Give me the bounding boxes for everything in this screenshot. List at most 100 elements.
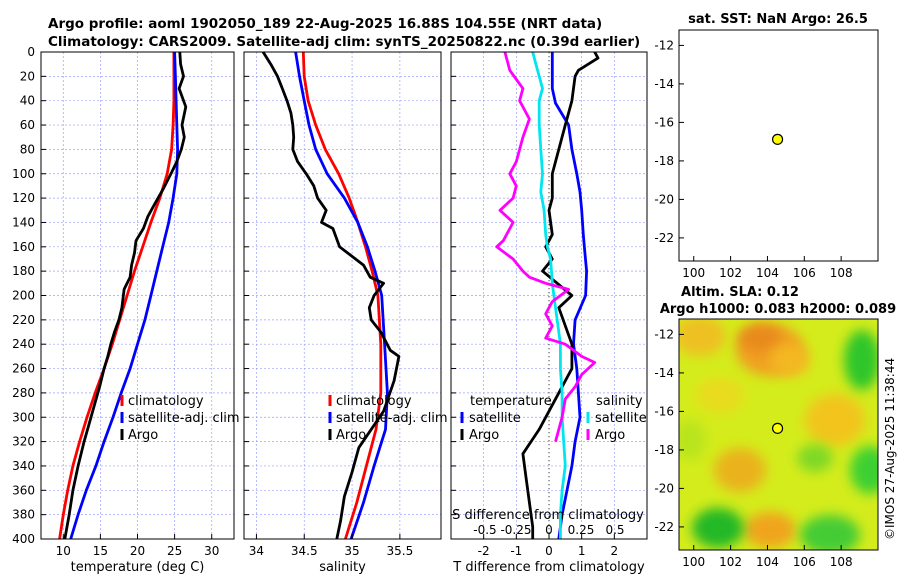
x-axis-label: temperature (deg C) — [71, 560, 205, 575]
legend-label: satellite — [469, 411, 521, 426]
top-axis-tick-label: 0.5 — [605, 523, 624, 537]
x-tick-label: 30 — [204, 544, 219, 558]
x-tick-label: 34.5 — [291, 544, 318, 558]
y-tick-label: 280 — [12, 386, 35, 400]
sla-field-patch — [744, 512, 796, 548]
y-tick-label: 20 — [20, 69, 35, 83]
x-tick-label: 25 — [167, 544, 182, 558]
series-line-salinity-argo — [495, 51, 597, 442]
y-tick-label: 120 — [12, 191, 35, 205]
x-tick-label: 20 — [130, 544, 145, 558]
y-tick-label: 340 — [12, 459, 35, 473]
x-tick-label: 34 — [249, 544, 264, 558]
x-tick-label: 106 — [793, 266, 816, 280]
legend-label: Argo — [336, 428, 366, 443]
axes-frame — [678, 29, 879, 262]
sla-field-patch — [714, 448, 766, 492]
legend-label: climatology — [336, 394, 412, 409]
sla-field-patch — [797, 444, 833, 472]
sla-field-patch — [692, 508, 744, 548]
legend-label: satellite — [595, 411, 647, 426]
x-tick-label: 102 — [719, 555, 742, 569]
series-line-salinity-satellite — [531, 51, 567, 539]
y-tick-label: 400 — [12, 532, 35, 546]
y-tick-label: -18 — [654, 154, 674, 168]
y-tick-label: -22 — [654, 231, 674, 245]
series-line-satellite-adj-clim — [294, 51, 389, 540]
sla-field-patch — [805, 394, 865, 446]
y-tick-label: 140 — [12, 215, 35, 229]
sla-field — [679, 319, 878, 550]
x-tick-label: 100 — [682, 266, 705, 280]
legend-label: Argo — [469, 428, 499, 443]
x-axis-label: T difference from climatology — [452, 560, 645, 575]
y-tick-label: 240 — [12, 337, 35, 351]
x-tick-label: 108 — [830, 555, 853, 569]
y-tick-label: -18 — [654, 443, 674, 457]
title-line2: Climatology: CARS2009. Satellite-adj cli… — [48, 34, 640, 50]
top-axis-tick-label: 0 — [545, 523, 553, 537]
series-line-argo — [261, 51, 401, 540]
top-axis-tick-label: -0.25 — [500, 523, 531, 537]
x-tick-label: 104 — [756, 266, 779, 280]
series-line-climatology — [58, 52, 176, 540]
sla-field-patch — [850, 446, 878, 494]
series-line-climatology — [301, 51, 383, 540]
legend-title-salinity: salinity — [596, 394, 643, 409]
temperature-panel: 10 15 20 25 30020406080100120140160180200220… — [12, 45, 240, 575]
sla-field-patch — [679, 420, 706, 460]
axes-frame — [678, 318, 879, 551]
x-tick-label: 15 — [93, 544, 108, 558]
legend-title-temperature: temperature — [470, 394, 552, 409]
top-axis-title: S difference from climatology — [452, 508, 644, 523]
y-tick-label: 300 — [12, 410, 35, 424]
sst-map-panel: sat. SST: NaN Argo: 26.5 100 102 104 106 108 -… — [654, 12, 879, 280]
y-tick-label: -14 — [654, 77, 674, 91]
sla-map-subtitle: Argo h1000: 0.083 h2000: 0.089 — [660, 302, 896, 317]
y-tick-label: 160 — [12, 240, 35, 254]
y-tick-label: -22 — [654, 520, 674, 534]
sst-map-title: sat. SST: NaN Argo: 26.5 — [688, 12, 868, 27]
series-line-argo — [63, 51, 188, 540]
x-tick-label: 100 — [682, 555, 705, 569]
y-tick-label: -14 — [654, 366, 674, 380]
x-axis-label: salinity — [319, 560, 366, 575]
y-tick-label: -16 — [654, 404, 674, 418]
sla-field-patch — [770, 344, 810, 376]
legend-label: satellite-adj. clim — [336, 411, 448, 426]
sla-field-patch — [696, 377, 744, 413]
legend-label: climatology — [128, 394, 204, 409]
salinity-panel: 34 34.5 35 35.5 salinity climatology satellite… — [243, 51, 448, 575]
sla-field-patch — [844, 330, 878, 390]
x-tick-label: 1 — [578, 544, 586, 558]
y-tick-label: 60 — [20, 118, 35, 132]
top-axis-tick-label: -0.5 — [473, 523, 496, 537]
sla-field-patch — [679, 319, 726, 356]
sla-field-patch — [800, 515, 860, 550]
imos-credit: ©IMOS 27-Aug-2025 11:38:44 — [883, 358, 897, 540]
x-tick-label: 102 — [719, 266, 742, 280]
x-tick-label: 108 — [830, 266, 853, 280]
y-tick-label: 100 — [12, 167, 35, 181]
y-tick-label: -16 — [654, 115, 674, 129]
y-tick-label: 360 — [12, 483, 35, 497]
x-tick-label: -2 — [478, 544, 490, 558]
series-line-temperature-satellite — [550, 52, 588, 540]
y-tick-label: 200 — [12, 289, 35, 303]
x-tick-label: 35 — [344, 544, 359, 558]
argo-position-marker — [771, 422, 784, 434]
y-tick-label: -12 — [654, 38, 674, 52]
legend-label: satellite-adj. clim — [128, 411, 240, 426]
sla-field-patch — [738, 324, 782, 352]
legend-label: Argo — [595, 428, 625, 443]
x-tick-label: 35.5 — [387, 544, 414, 558]
y-tick-label: 220 — [12, 313, 35, 327]
y-tick-label: -20 — [654, 192, 674, 206]
sla-map-title: Altim. SLA: 0.12 — [681, 285, 799, 300]
legend-label: Argo — [128, 428, 158, 443]
y-tick-label: 180 — [12, 264, 35, 278]
x-tick-label: 104 — [756, 555, 779, 569]
x-tick-label: -1 — [510, 544, 522, 558]
y-tick-label: 80 — [20, 142, 35, 156]
